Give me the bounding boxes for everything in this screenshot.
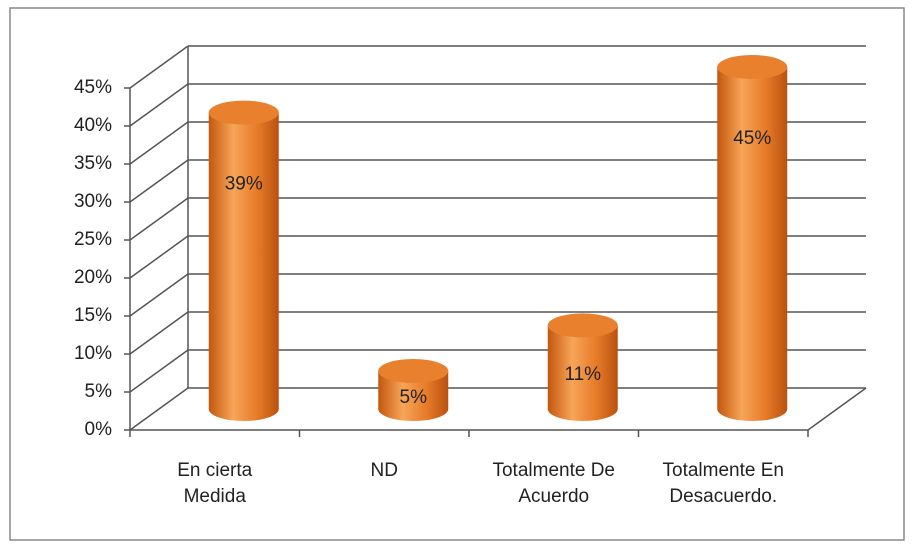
bar-body bbox=[717, 67, 788, 422]
value-label: 39% bbox=[225, 174, 263, 195]
bar bbox=[378, 359, 449, 422]
grid-line bbox=[129, 159, 189, 203]
grid-line bbox=[129, 273, 189, 317]
bar-body bbox=[378, 371, 449, 422]
y-tick-label: 10% bbox=[74, 343, 112, 364]
bar-top bbox=[717, 55, 788, 79]
bar-top bbox=[378, 359, 449, 383]
y-tick-label: 35% bbox=[74, 153, 112, 174]
x-tick-label: Totalmente En Desacuerdo. bbox=[662, 460, 784, 507]
grid-line bbox=[129, 311, 189, 355]
x-tick-label: En cierta Medida bbox=[177, 460, 253, 507]
y-tick-label: 0% bbox=[85, 419, 113, 440]
floor-side bbox=[807, 387, 867, 431]
bar-top bbox=[547, 313, 618, 338]
grid-line bbox=[129, 349, 189, 393]
y-tick-label: 20% bbox=[74, 267, 112, 288]
x-tick-label: Totalmente De Acuerdo bbox=[492, 460, 615, 507]
bar bbox=[208, 100, 279, 422]
grid-line bbox=[129, 83, 189, 127]
y-tick-label: 5% bbox=[85, 381, 113, 402]
grid-line bbox=[129, 197, 189, 241]
x-tick-label: ND bbox=[370, 460, 398, 481]
grid-line bbox=[129, 45, 189, 89]
y-tick-label: 30% bbox=[74, 191, 112, 212]
value-label: 11% bbox=[564, 364, 601, 385]
value-label: 5% bbox=[400, 387, 428, 408]
value-label: 45% bbox=[733, 128, 771, 149]
grid-line bbox=[129, 387, 189, 431]
bar bbox=[717, 55, 788, 422]
y-tick-label: 25% bbox=[74, 229, 112, 250]
grid-line bbox=[129, 121, 189, 165]
y-tick-label: 40% bbox=[74, 115, 112, 136]
bar-top bbox=[208, 100, 279, 125]
y-tick-label: 45% bbox=[74, 77, 112, 98]
bar-body bbox=[208, 112, 279, 422]
bar-body bbox=[547, 325, 618, 422]
bar bbox=[547, 313, 618, 422]
y-tick-label: 15% bbox=[74, 305, 112, 326]
grid-line bbox=[129, 235, 189, 279]
